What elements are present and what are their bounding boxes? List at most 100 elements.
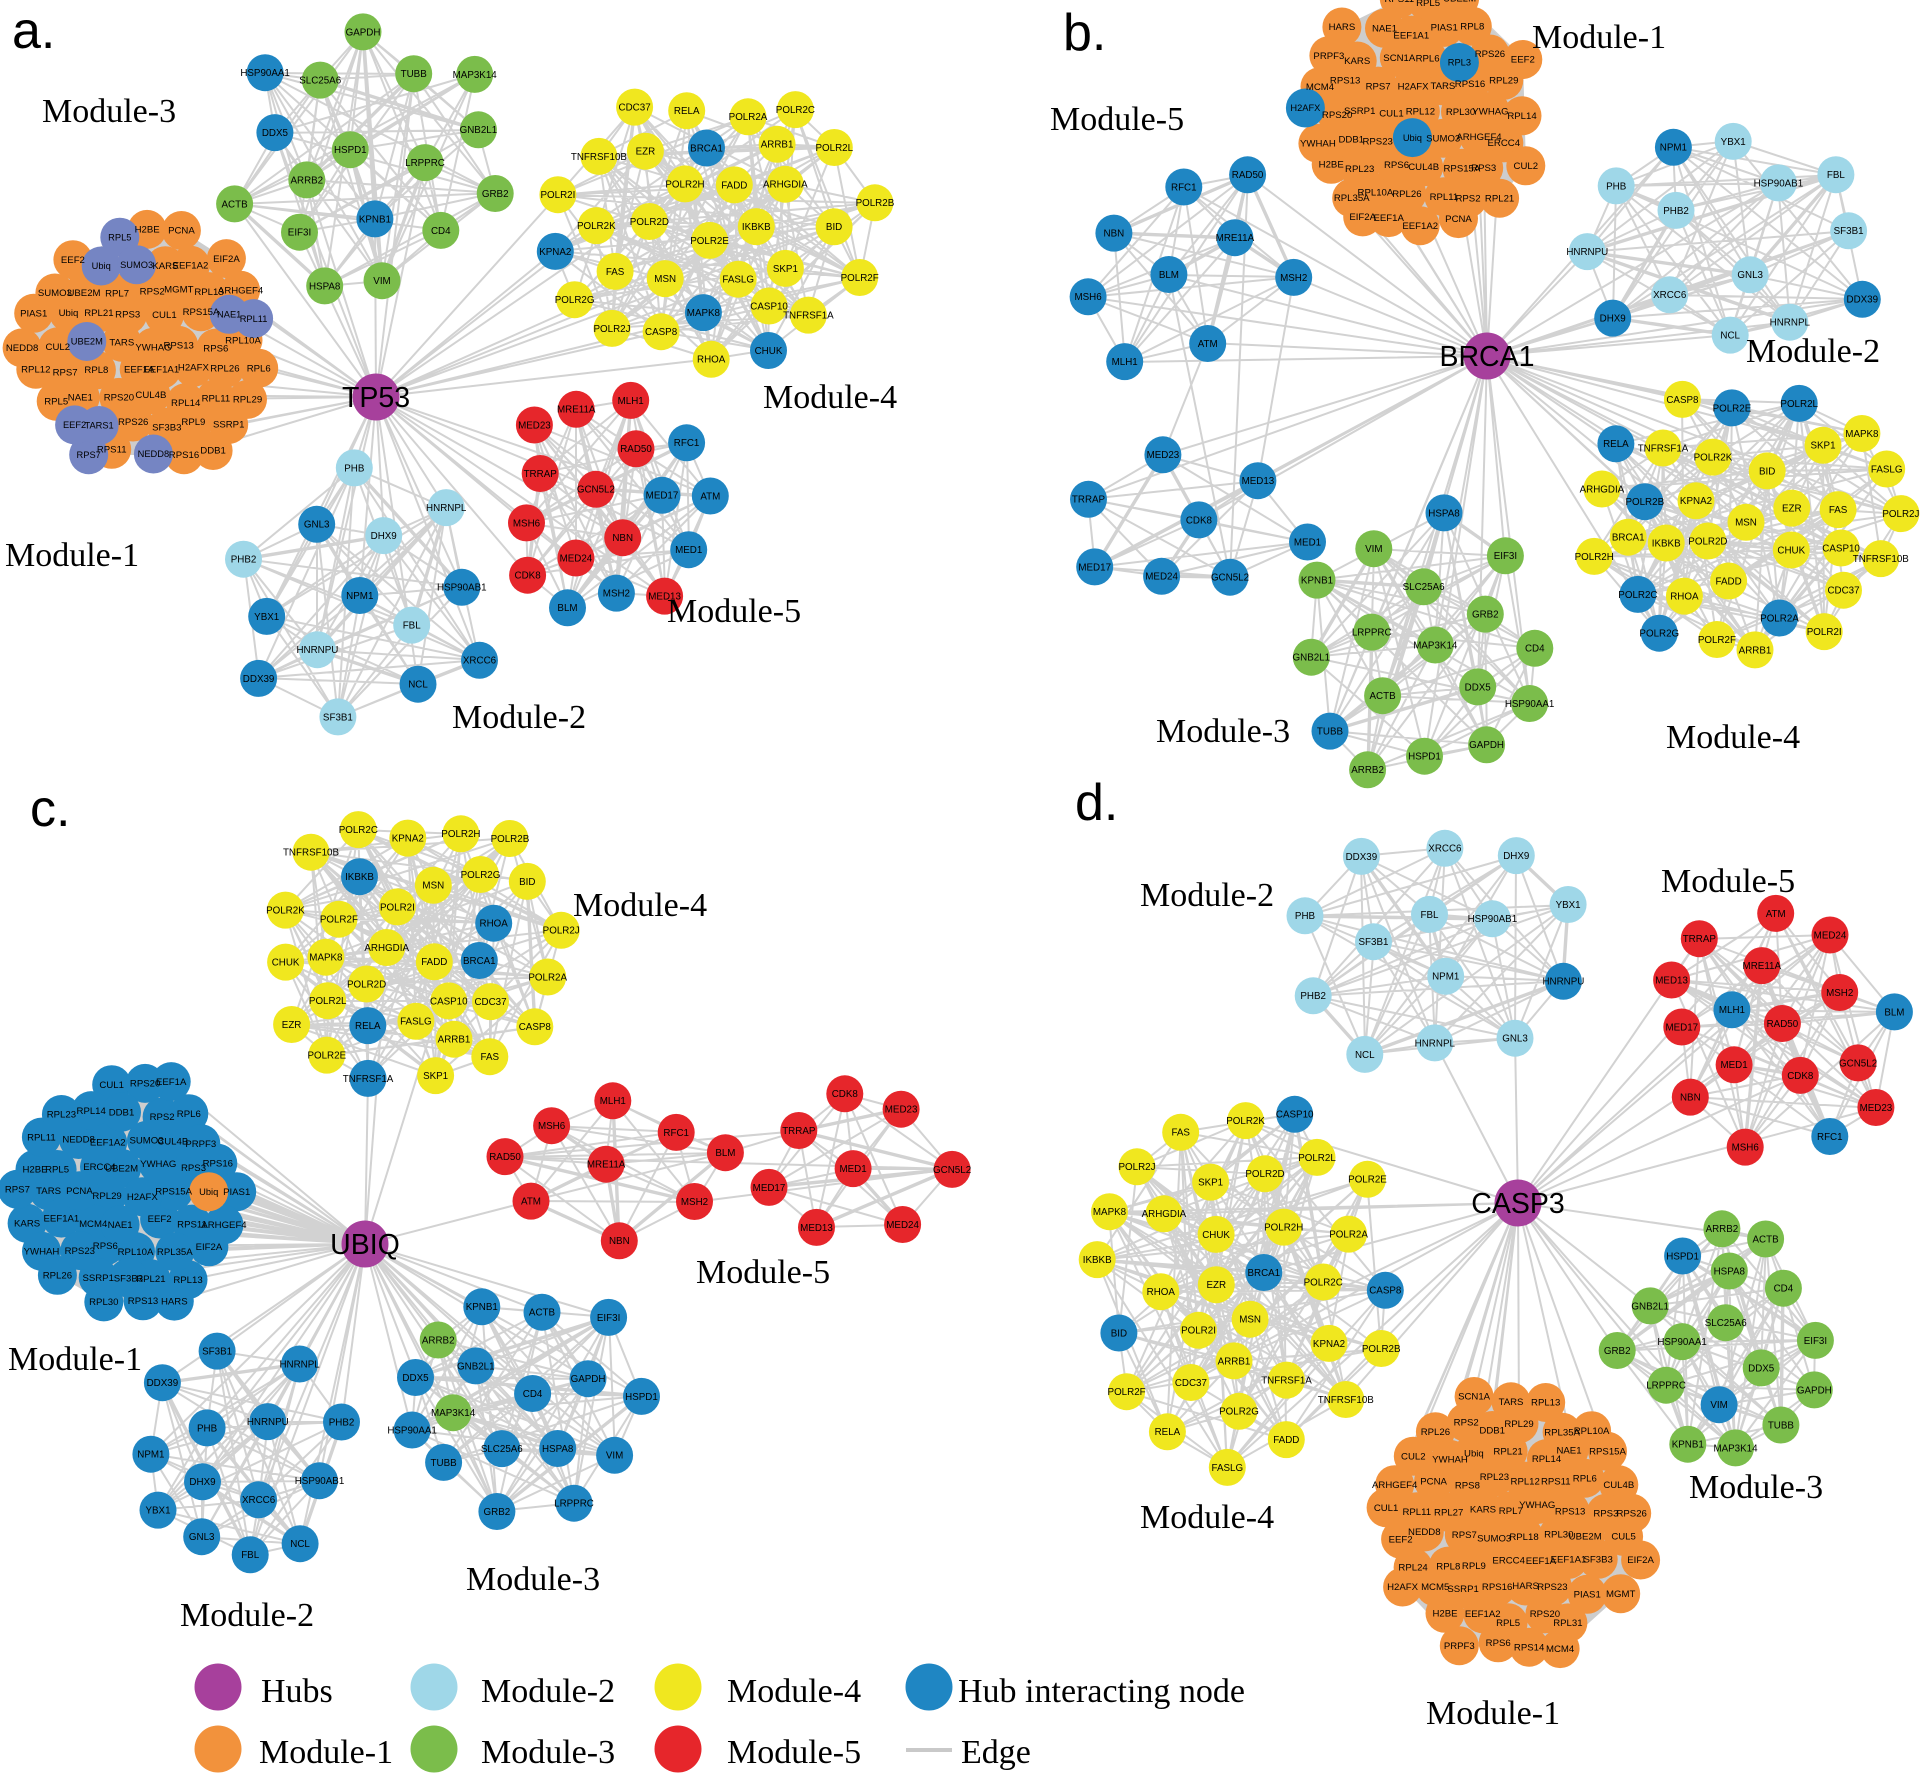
svg-text:MCM4: MCM4: [1546, 1644, 1575, 1655]
svg-text:RPL12: RPL12: [1511, 1476, 1540, 1487]
svg-text:CDC37: CDC37: [1175, 1378, 1207, 1389]
svg-text:FASLG: FASLG: [722, 275, 754, 286]
svg-text:YWHAG: YWHAG: [1519, 1500, 1555, 1511]
svg-text:DDX39: DDX39: [1847, 295, 1879, 306]
svg-text:SF3B3: SF3B3: [1584, 1555, 1613, 1566]
svg-text:ACTB: ACTB: [529, 1308, 556, 1319]
svg-text:CASP8: CASP8: [1666, 395, 1699, 406]
svg-text:FASLG: FASLG: [1871, 464, 1903, 475]
svg-text:POLR2I: POLR2I: [1807, 627, 1842, 638]
svg-text:HSP90AB1: HSP90AB1: [437, 583, 487, 594]
svg-text:MED24: MED24: [1814, 930, 1847, 941]
svg-text:RPS6: RPS6: [1486, 1638, 1511, 1649]
svg-text:CUL1: CUL1: [99, 1080, 124, 1091]
svg-text:MED23: MED23: [885, 1105, 918, 1116]
svg-text:DDX39: DDX39: [243, 674, 275, 685]
svg-text:DHX9: DHX9: [189, 1477, 215, 1488]
svg-text:NAE1: NAE1: [1556, 1446, 1581, 1457]
svg-text:H2BE: H2BE: [22, 1165, 47, 1176]
svg-text:NEDD8: NEDD8: [1408, 1527, 1441, 1538]
svg-text:MED1: MED1: [839, 1164, 866, 1175]
svg-text:SLC25A6: SLC25A6: [1705, 1318, 1747, 1329]
svg-text:GNB2L1: GNB2L1: [1631, 1301, 1669, 1312]
svg-text:ATM: ATM: [1198, 339, 1218, 350]
svg-text:POLR2H: POLR2H: [1264, 1223, 1303, 1234]
svg-text:HNRNPU: HNRNPU: [1542, 977, 1584, 988]
svg-text:GNB2L1: GNB2L1: [460, 125, 498, 136]
svg-text:DDX39: DDX39: [1346, 852, 1378, 863]
svg-text:PIAS1: PIAS1: [1431, 23, 1458, 34]
svg-text:MED17: MED17: [753, 1183, 786, 1194]
svg-text:Edge: Edge: [961, 1734, 1031, 1771]
svg-text:ARRB2: ARRB2: [422, 1335, 455, 1346]
svg-text:EEF1A: EEF1A: [1526, 1556, 1557, 1567]
svg-text:KARS: KARS: [1344, 56, 1370, 67]
svg-text:Module-2: Module-2: [1140, 877, 1274, 914]
svg-text:MLH1: MLH1: [1719, 1005, 1745, 1016]
svg-text:TARS: TARS: [1430, 81, 1455, 92]
svg-text:KARS: KARS: [1470, 1504, 1496, 1515]
svg-text:CASP8: CASP8: [1369, 1286, 1402, 1297]
svg-text:RPS3: RPS3: [115, 310, 140, 321]
svg-text:NEDD8: NEDD8: [62, 1135, 95, 1146]
svg-text:RPL30: RPL30: [1544, 1530, 1573, 1541]
svg-text:BID: BID: [519, 877, 535, 888]
svg-text:MSH6: MSH6: [1732, 1143, 1760, 1154]
svg-text:EEF2: EEF2: [61, 255, 85, 266]
svg-text:RPS15A: RPS15A: [183, 307, 220, 318]
svg-text:RPL5: RPL5: [45, 1165, 69, 1176]
svg-text:SKP1: SKP1: [1198, 1178, 1223, 1189]
svg-text:HSP90AA1: HSP90AA1: [240, 68, 290, 79]
svg-text:FAS: FAS: [606, 267, 625, 278]
svg-text:SKP1: SKP1: [423, 1071, 448, 1082]
svg-text:KPNB1: KPNB1: [1301, 576, 1333, 587]
svg-text:HSP90AB1: HSP90AB1: [1754, 178, 1804, 189]
svg-text:RPL26: RPL26: [1421, 1427, 1450, 1438]
svg-text:DHX9: DHX9: [371, 531, 397, 542]
svg-text:TRRAP: TRRAP: [782, 1126, 816, 1137]
svg-text:SLC25A6: SLC25A6: [299, 76, 341, 87]
svg-text:POLR2E: POLR2E: [690, 236, 729, 247]
svg-text:RELA: RELA: [355, 1021, 381, 1032]
svg-text:MGMT: MGMT: [1606, 1589, 1635, 1600]
svg-text:GRB2: GRB2: [484, 1507, 511, 1518]
svg-text:EEF2: EEF2: [63, 420, 86, 430]
svg-text:YWHAG: YWHAG: [135, 342, 171, 353]
svg-text:BID: BID: [1111, 1328, 1127, 1339]
svg-text:GNB2L1: GNB2L1: [457, 1361, 495, 1372]
svg-text:SSRP1: SSRP1: [1344, 106, 1375, 117]
svg-text:RPL10A: RPL10A: [1574, 1426, 1610, 1437]
svg-text:RPS13: RPS13: [128, 1296, 158, 1307]
svg-text:LRPPRC: LRPPRC: [554, 1499, 594, 1510]
svg-text:Module-3: Module-3: [42, 93, 176, 130]
svg-text:RFC1: RFC1: [674, 438, 700, 449]
svg-text:BRCA1: BRCA1: [1247, 1268, 1280, 1279]
svg-text:MED13: MED13: [800, 1223, 833, 1234]
svg-text:POLR2C: POLR2C: [1618, 590, 1657, 601]
svg-text:RPS16: RPS16: [1482, 1582, 1512, 1593]
svg-text:POLR2H: POLR2H: [665, 179, 704, 190]
svg-text:POLR2H: POLR2H: [441, 829, 480, 840]
svg-text:NPM1: NPM1: [346, 591, 373, 602]
svg-text:YBX1: YBX1: [1721, 137, 1746, 148]
svg-text:RPL35A: RPL35A: [1544, 1427, 1580, 1438]
svg-text:RELA: RELA: [674, 106, 700, 117]
svg-text:MED24: MED24: [1145, 572, 1178, 583]
svg-text:Module-4: Module-4: [763, 379, 897, 416]
svg-text:TNFRSF10B: TNFRSF10B: [283, 848, 340, 859]
svg-text:RPL13: RPL13: [194, 287, 223, 298]
svg-text:CHUK: CHUK: [272, 958, 300, 969]
svg-text:KPNB1: KPNB1: [359, 214, 391, 225]
svg-text:RPL26: RPL26: [210, 364, 239, 375]
svg-text:ARHGEF4: ARHGEF4: [1372, 1480, 1418, 1491]
svg-text:TNFRSF1A: TNFRSF1A: [1261, 1376, 1312, 1387]
svg-text:XRCC6: XRCC6: [463, 656, 497, 667]
svg-text:POLR2A: POLR2A: [1760, 613, 1799, 624]
svg-text:MLH1: MLH1: [600, 1096, 626, 1107]
svg-text:TARS: TARS: [1499, 1397, 1524, 1408]
svg-text:GAPDH: GAPDH: [1469, 740, 1504, 751]
svg-text:POLR2B: POLR2B: [1362, 1344, 1401, 1355]
svg-text:RPL8: RPL8: [1436, 1561, 1460, 1572]
svg-text:ARHGDIA: ARHGDIA: [1580, 484, 1625, 495]
svg-text:RFC1: RFC1: [1817, 1132, 1843, 1143]
